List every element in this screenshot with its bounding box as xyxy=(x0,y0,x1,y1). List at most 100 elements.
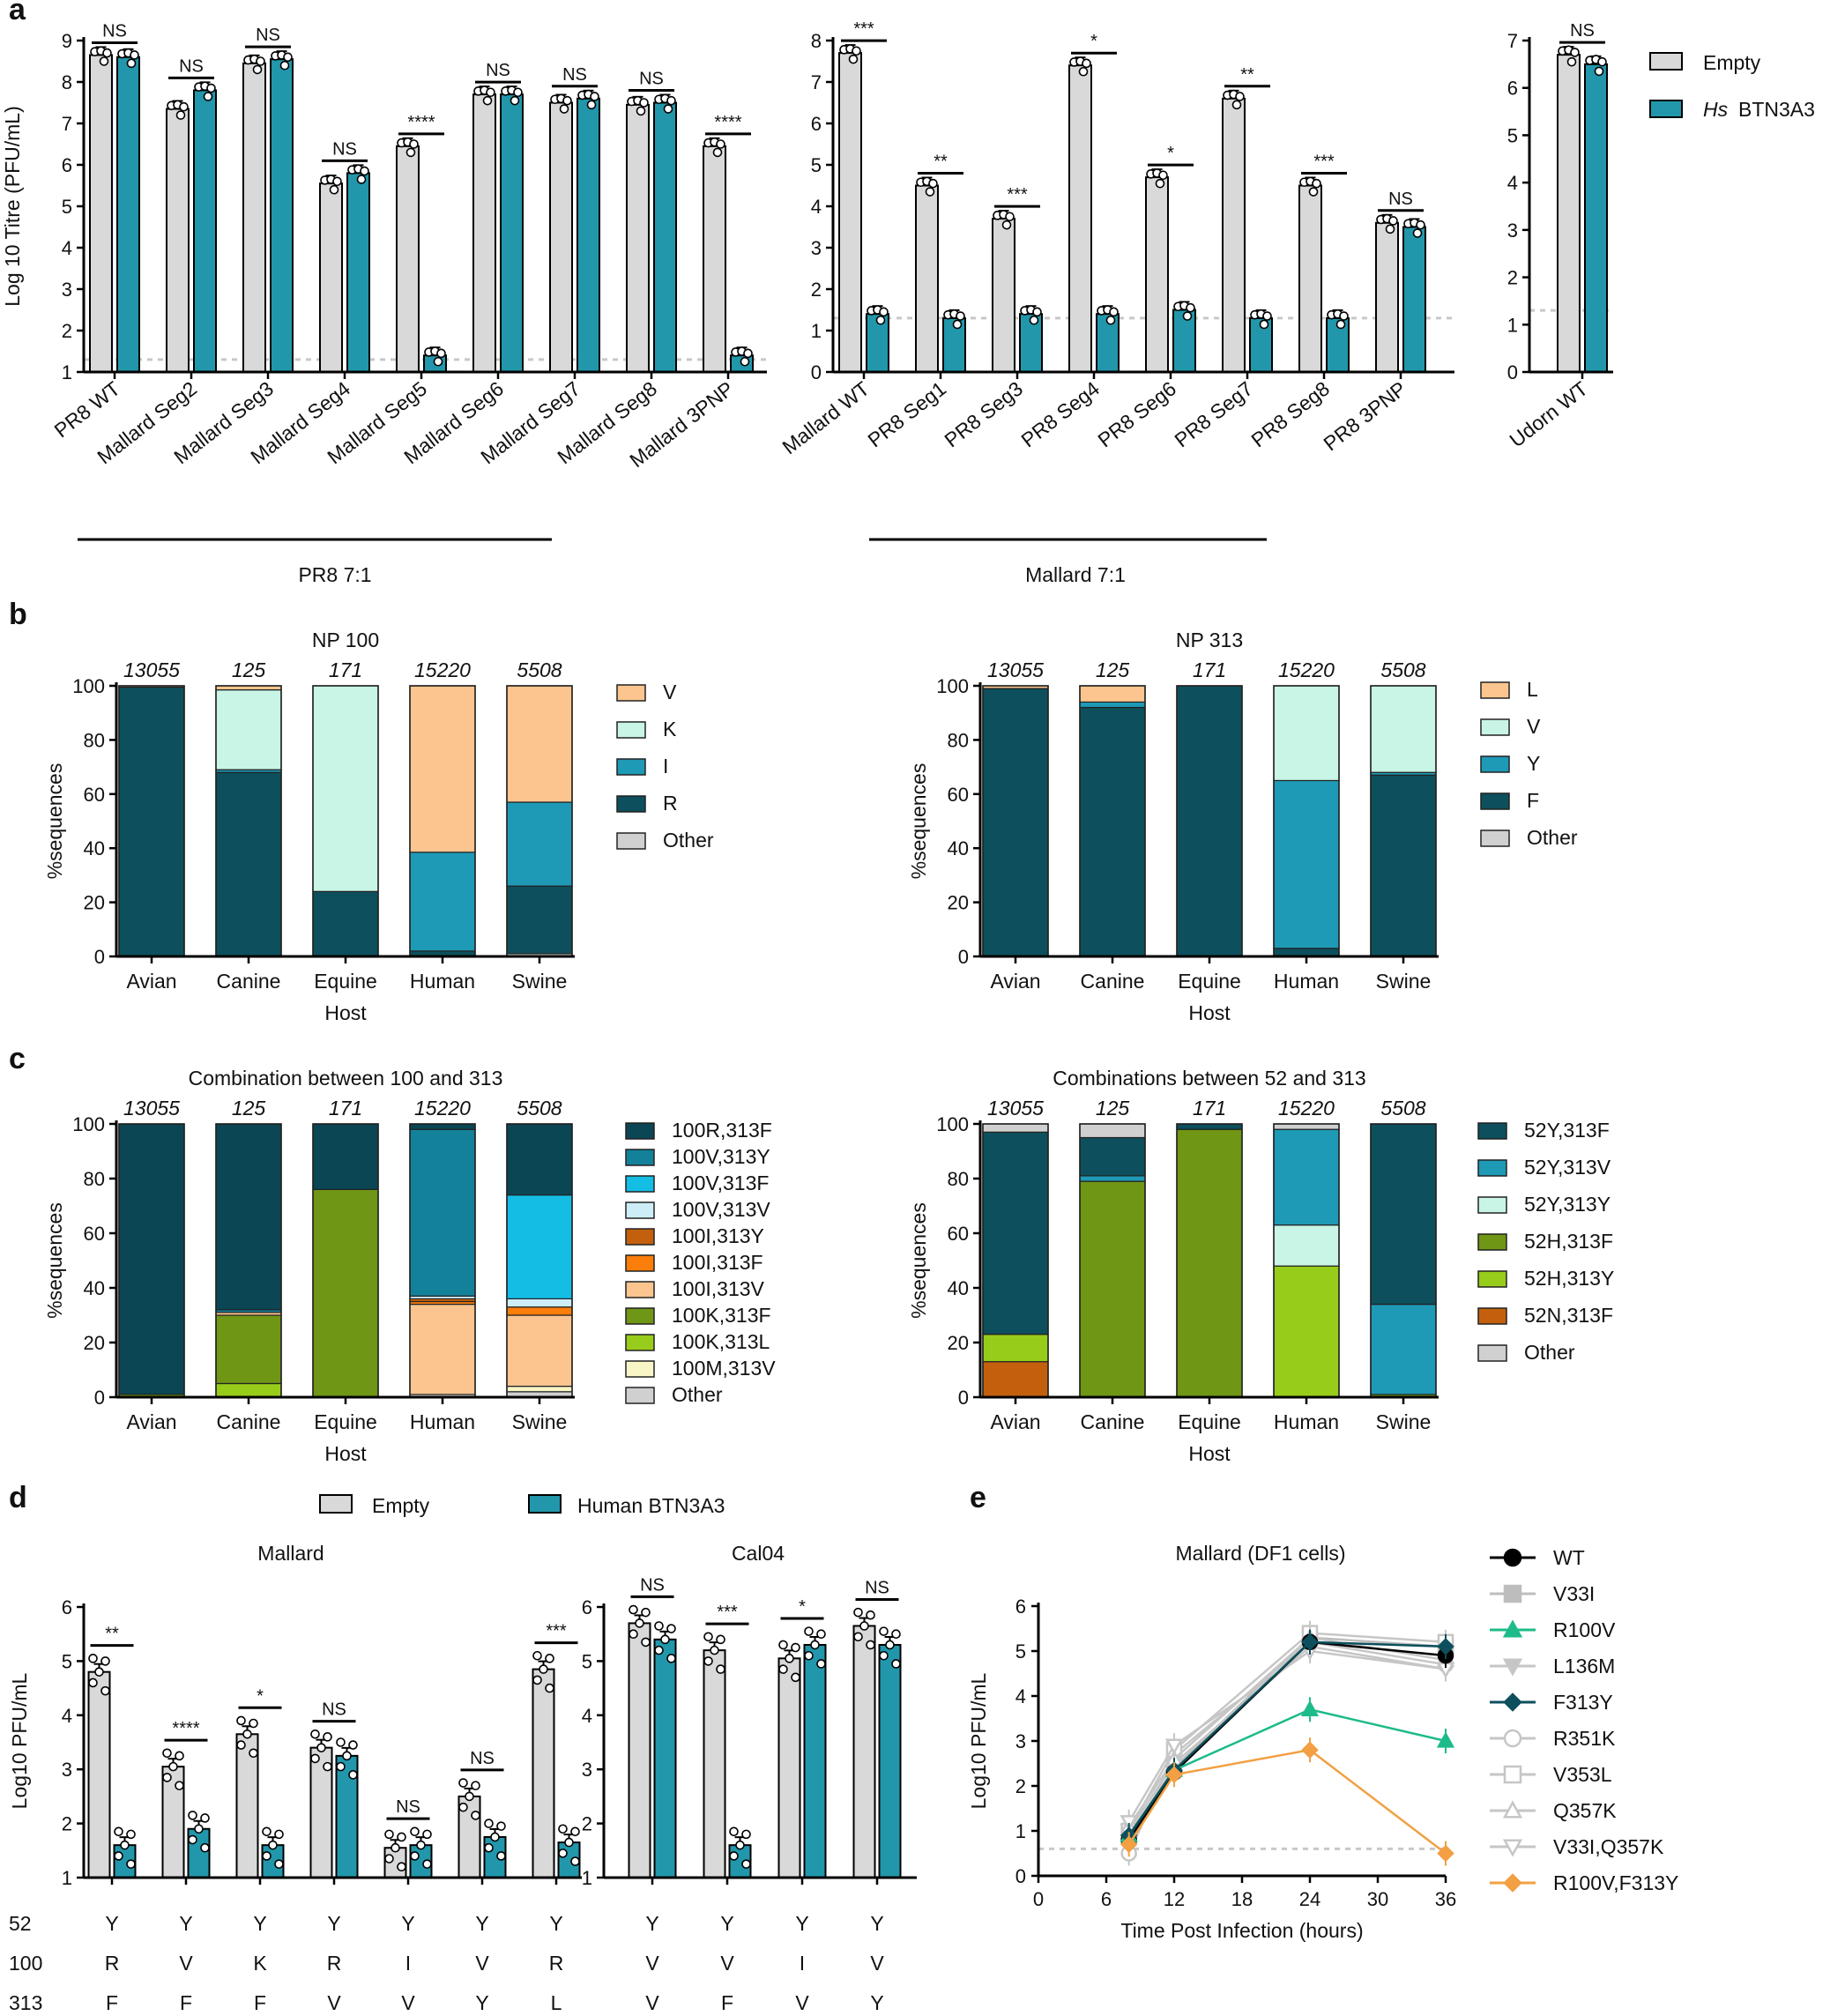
data-point xyxy=(236,1740,246,1750)
marker xyxy=(1437,1638,1454,1655)
data-point xyxy=(852,46,861,56)
data-point xyxy=(1385,224,1395,234)
data-point xyxy=(866,1610,875,1620)
category-label: PR8 Seg1 xyxy=(863,376,950,451)
data-point xyxy=(539,1664,548,1674)
data-point xyxy=(279,60,290,71)
data-point xyxy=(175,110,186,120)
data-point xyxy=(203,92,213,101)
sequence-count: 15220 xyxy=(414,658,471,681)
y-tick-label: 0 xyxy=(1507,361,1518,383)
stack-segment xyxy=(312,685,379,892)
data-point xyxy=(262,1826,272,1837)
data-point xyxy=(422,1859,432,1869)
y-tick-label: 7 xyxy=(62,113,72,135)
data-point xyxy=(100,1656,110,1666)
data-point xyxy=(716,1664,725,1674)
x-tick-label: 30 xyxy=(1367,1888,1388,1910)
data-point xyxy=(570,1826,580,1837)
data-point xyxy=(384,1854,394,1863)
stack-segment xyxy=(506,1194,573,1299)
empty-bar xyxy=(396,145,420,373)
data-point xyxy=(179,101,189,112)
marker xyxy=(1120,1815,1138,1832)
empty-bar xyxy=(628,1622,651,1879)
empty-bar xyxy=(1222,97,1246,374)
data-point xyxy=(564,1837,574,1848)
chart-title: Combination between 100 and 313 xyxy=(189,1067,503,1090)
data-point xyxy=(703,1656,713,1666)
host-label: Canine xyxy=(217,970,281,993)
data-point xyxy=(654,1645,664,1655)
y-tick-label: 60 xyxy=(948,784,969,806)
data-point xyxy=(1155,178,1165,189)
data-point xyxy=(1312,178,1321,189)
empty-bar xyxy=(549,101,573,373)
residue-value: Y xyxy=(720,1912,733,1935)
host-label: Human xyxy=(1274,1410,1339,1433)
stack-segment xyxy=(506,1298,573,1308)
data-point xyxy=(1335,319,1346,330)
x-tick-label: 6 xyxy=(1101,1888,1112,1910)
sequence-count: 125 xyxy=(1096,1097,1130,1120)
significance-label: *** xyxy=(1313,153,1335,172)
data-point xyxy=(641,1637,651,1648)
stack-segment xyxy=(982,1361,1049,1398)
legend-label: 100M,313V xyxy=(672,1357,776,1380)
y-axis-title: %sequences xyxy=(907,763,930,880)
stack-segment xyxy=(982,1131,1049,1335)
data-point xyxy=(236,1715,246,1726)
chart-a2: ***Mallard WT**PR8 Seg1***PR8 Seg3*PR8 S… xyxy=(777,19,1454,586)
y-tick-label: 1 xyxy=(582,1867,592,1889)
data-point xyxy=(100,1685,110,1696)
btn3a3-bar xyxy=(1402,226,1426,373)
x-tick-label: 18 xyxy=(1231,1888,1253,1910)
data-point xyxy=(586,100,597,110)
data-point xyxy=(114,1826,123,1837)
residue-value: V xyxy=(475,1952,489,1975)
significance-label: *** xyxy=(853,19,874,39)
marker xyxy=(1165,1766,1183,1784)
data-point xyxy=(1339,311,1349,321)
stack-segment xyxy=(1370,1123,1437,1306)
data-point xyxy=(88,1654,98,1663)
y-tick-label: 3 xyxy=(62,279,72,301)
empty-bar xyxy=(703,145,726,373)
data-point xyxy=(360,166,369,176)
legend-swatch xyxy=(616,795,646,813)
legend-label: 52Y,313V xyxy=(1524,1156,1611,1179)
data-point xyxy=(1388,216,1398,226)
chart-title: Combinations between 52 and 313 xyxy=(1053,1067,1365,1090)
stack-segment xyxy=(506,685,573,803)
data-point xyxy=(384,1829,394,1840)
stack-segment xyxy=(506,801,573,887)
y-tick-label: 6 xyxy=(62,1596,72,1618)
data-point xyxy=(729,1826,739,1837)
x-tick-label: 24 xyxy=(1299,1888,1320,1910)
legend-label: Other xyxy=(1527,826,1578,849)
empty-bar xyxy=(992,218,1015,373)
data-point xyxy=(510,95,520,106)
data-point xyxy=(200,1842,210,1853)
btn3a3-bar xyxy=(803,1643,827,1878)
empty-bar xyxy=(532,1668,555,1878)
data-point xyxy=(558,1849,568,1858)
marker xyxy=(1164,1738,1184,1755)
data-point xyxy=(816,1659,826,1669)
data-point xyxy=(1597,56,1607,67)
significance-label: NS xyxy=(179,56,204,76)
residue-value: Y xyxy=(795,1912,808,1935)
y-tick-label: 40 xyxy=(84,1277,105,1299)
data-point xyxy=(496,1821,506,1831)
data-point xyxy=(740,356,750,367)
data-point xyxy=(405,147,416,158)
legend-label: Other xyxy=(663,829,714,852)
stack-segment xyxy=(1079,685,1146,703)
data-point xyxy=(274,1829,284,1840)
y-tick-label: 6 xyxy=(1015,1596,1026,1618)
residue-value: F xyxy=(106,1991,118,2014)
significance-label: NS xyxy=(865,1578,889,1597)
data-point xyxy=(1078,66,1089,77)
